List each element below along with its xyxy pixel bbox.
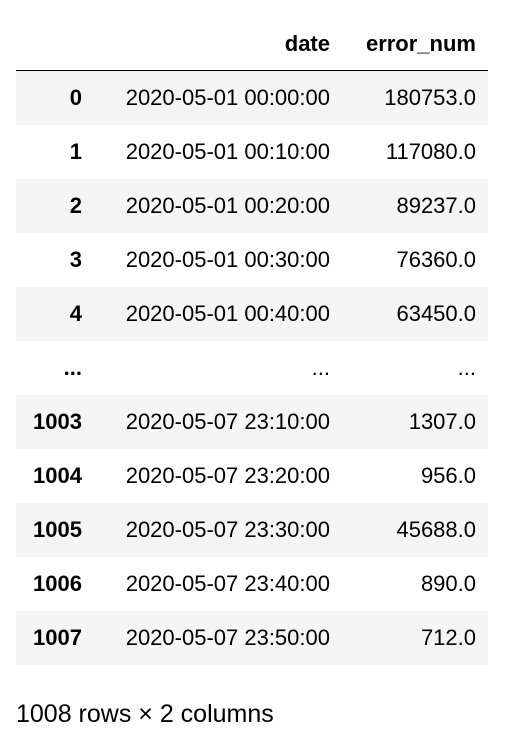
row-index: 1005	[33, 517, 82, 542]
date-column-header: date	[94, 18, 342, 71]
error-num-cell: 45688.0	[396, 517, 476, 542]
error-num-cell: 89237.0	[396, 193, 476, 218]
row-index: 1003	[33, 409, 82, 434]
date-cell: ...	[311, 355, 330, 380]
error-num-column-header: error_num	[342, 18, 488, 71]
error-num-cell: 890.0	[420, 571, 476, 596]
row-index: 1007	[33, 625, 82, 650]
date-cell: 2020-05-07 23:50:00	[125, 625, 330, 650]
date-cell: 2020-05-01 00:00:00	[125, 85, 330, 110]
row-index: 3	[69, 247, 82, 272]
date-cell: 2020-05-07 23:20:00	[125, 463, 330, 488]
table-row: 1004 2020-05-07 23:20:00 956.0	[16, 449, 488, 503]
table-row: 1003 2020-05-07 23:10:00 1307.0	[16, 395, 488, 449]
table-row: 1006 2020-05-07 23:40:00 890.0	[16, 557, 488, 611]
table-row: 2 2020-05-01 00:20:00 89237.0	[16, 179, 488, 233]
date-cell: 2020-05-01 00:40:00	[125, 301, 330, 326]
table-header: date error_num	[16, 18, 488, 71]
error-num-cell: 63450.0	[396, 301, 476, 326]
error-num-cell: 956.0	[420, 463, 476, 488]
table-body: 0 2020-05-01 00:00:00 180753.0 1 2020-05-01 …	[16, 70, 488, 665]
date-cell: 2020-05-07 23:30:00	[125, 517, 330, 542]
table-row: 0 2020-05-01 00:00:00 180753.0	[16, 70, 488, 125]
index-column-header	[16, 18, 94, 71]
table-row: 3 2020-05-01 00:30:00 76360.0	[16, 233, 488, 287]
header-row: date error_num	[16, 18, 488, 71]
table-row: .........	[16, 341, 488, 395]
date-cell: 2020-05-01 00:10:00	[125, 139, 330, 164]
dataframe-table: date error_num 0 2020-05-01 00:00:00 18075…	[16, 18, 488, 665]
row-index: 0	[69, 85, 82, 110]
error-num-cell: 76360.0	[396, 247, 476, 272]
error-num-cell: ...	[457, 355, 476, 380]
row-index: 4	[69, 301, 82, 326]
date-cell: 2020-05-01 00:20:00	[125, 193, 330, 218]
row-index: 2	[69, 193, 82, 218]
table-row: 1 2020-05-01 00:10:00 117080.0	[16, 125, 488, 179]
error-num-cell: 180753.0	[384, 85, 476, 110]
table-row: 4 2020-05-01 00:40:00 63450.0	[16, 287, 488, 341]
dataframe-shape: 1008 rows × 2 columns	[16, 700, 274, 728]
row-index: 1006	[33, 571, 82, 596]
date-cell: 2020-05-01 00:30:00	[125, 247, 330, 272]
error-num-cell: 117080.0	[385, 139, 476, 164]
error-num-cell: 1307.0	[408, 409, 476, 434]
table-row: 1005 2020-05-07 23:30:00 45688.0	[16, 503, 488, 557]
row-index: 1004	[33, 463, 82, 488]
error-num-cell: 712.0	[420, 625, 476, 650]
dataframe-output: date error_num 0 2020-05-01 00:00:00 18075…	[16, 18, 488, 665]
date-cell: 2020-05-07 23:10:00	[125, 409, 330, 434]
row-index: 1	[69, 139, 82, 164]
row-index: ...	[63, 355, 82, 380]
table-row: 1007 2020-05-07 23:50:00 712.0	[16, 611, 488, 665]
date-cell: 2020-05-07 23:40:00	[125, 571, 330, 596]
